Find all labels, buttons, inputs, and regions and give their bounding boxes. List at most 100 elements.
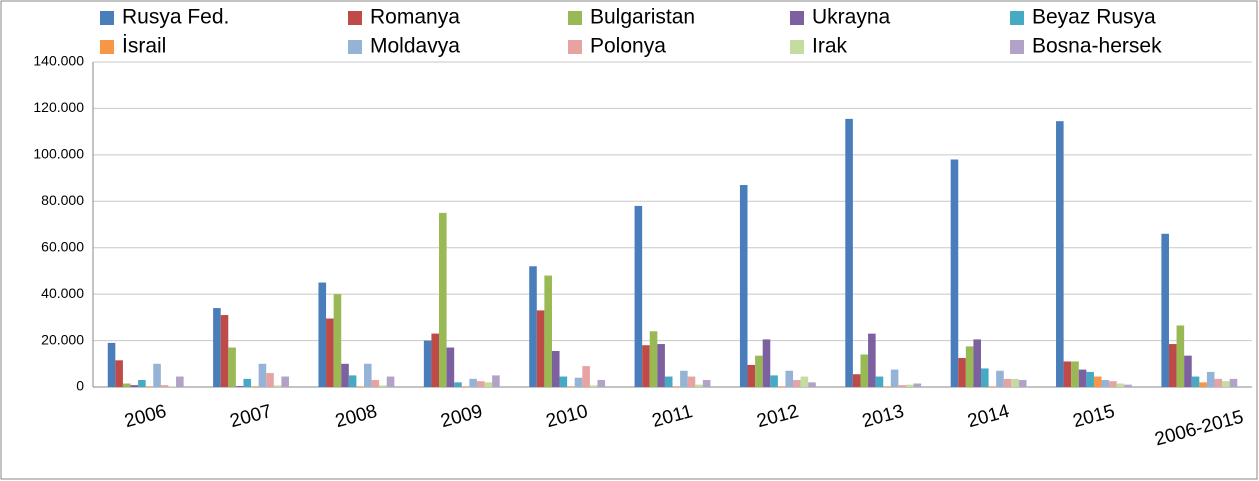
bar (160, 385, 169, 387)
legend-swatch (568, 11, 582, 25)
bar (747, 364, 756, 387)
bar (702, 380, 711, 387)
bar (958, 357, 966, 387)
bar (251, 386, 259, 387)
bar (220, 315, 229, 387)
bar (1101, 380, 1110, 387)
bar (168, 386, 177, 387)
bar (266, 373, 274, 387)
bar (326, 318, 334, 387)
y-tick-label: 100.000 (33, 146, 84, 162)
bar (363, 363, 372, 387)
bar (785, 370, 794, 387)
bar (762, 339, 771, 387)
bar (1229, 378, 1238, 387)
legend-swatch (568, 40, 582, 54)
bar (1093, 376, 1102, 387)
bar (235, 386, 244, 387)
bar (642, 345, 650, 387)
bar (973, 339, 982, 387)
bar (868, 333, 876, 387)
y-tick-label: 0 (76, 378, 84, 394)
bar (905, 384, 914, 387)
bar (536, 310, 545, 387)
bar (755, 355, 763, 387)
bar (852, 374, 861, 387)
bar (1168, 344, 1177, 387)
bar (1086, 371, 1094, 387)
bar (845, 118, 853, 387)
bar (1116, 383, 1125, 387)
bar (122, 383, 131, 387)
bar (145, 386, 154, 387)
bar (551, 351, 560, 387)
legend-swatch (790, 11, 804, 25)
bar (1199, 382, 1207, 387)
bar (107, 342, 116, 387)
bar (860, 354, 869, 387)
bar (793, 380, 801, 387)
bar (484, 382, 493, 387)
bar (476, 381, 485, 387)
bar (687, 376, 696, 387)
legend-label: Moldavya (370, 35, 460, 58)
bar (115, 360, 123, 387)
legend-swatch (348, 11, 362, 25)
bar (981, 368, 989, 387)
legend-swatch (1010, 40, 1024, 54)
legend-swatch (1010, 11, 1024, 25)
bar (318, 282, 327, 387)
bar (461, 386, 470, 387)
bar (664, 376, 673, 387)
y-tick-label: 20.000 (41, 331, 84, 347)
bar (597, 380, 606, 387)
bar (634, 205, 643, 387)
bar (1063, 361, 1072, 387)
bar (130, 385, 139, 387)
legend-label: İsrail (122, 35, 166, 58)
legend-swatch (790, 40, 804, 54)
y-tick-label: 120.000 (33, 99, 84, 115)
bar (333, 294, 342, 387)
bar (529, 266, 537, 387)
bar (492, 375, 500, 387)
bar (138, 380, 146, 387)
bar (680, 370, 688, 387)
bar (649, 331, 658, 387)
bar (176, 376, 184, 387)
bar (695, 384, 703, 387)
legend-label: Irak (812, 35, 848, 58)
y-tick-label: 140.000 (33, 53, 84, 69)
legend-label: Bulgaristan (590, 6, 695, 29)
bar (446, 347, 455, 387)
bar (379, 385, 387, 387)
bar (950, 159, 959, 387)
bar (657, 344, 665, 387)
bar (213, 308, 221, 387)
bar (1222, 381, 1230, 387)
bar (770, 375, 778, 387)
legend-label: Beyaz Rusya (1032, 6, 1156, 29)
bar (574, 377, 583, 387)
bar (439, 212, 447, 387)
bar (273, 385, 282, 387)
bar (567, 386, 575, 387)
bar (1056, 121, 1064, 388)
legend-label: Bosna-hersek (1032, 35, 1162, 58)
y-tick-label: 80.000 (41, 192, 84, 208)
bar (559, 376, 568, 387)
bar (1124, 384, 1132, 387)
bar (423, 340, 432, 387)
bar (965, 346, 974, 387)
bar (988, 386, 997, 387)
bar (898, 385, 906, 387)
bar (777, 386, 786, 387)
legend-swatch (100, 40, 114, 54)
bar (1011, 378, 1019, 387)
bar (1206, 371, 1215, 387)
bar (356, 386, 364, 387)
bar (1191, 376, 1200, 387)
bar (386, 376, 395, 387)
